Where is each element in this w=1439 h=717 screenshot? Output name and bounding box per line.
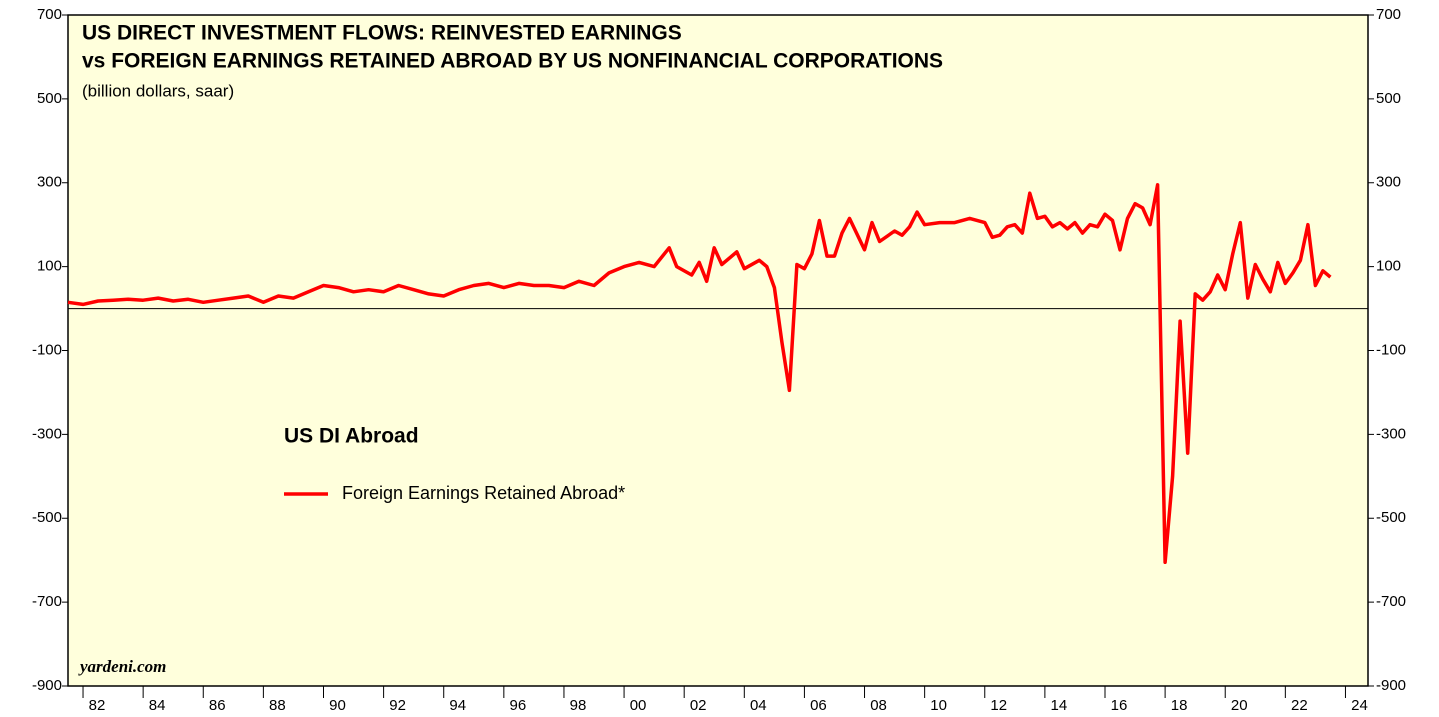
y-tick-label: -300 (32, 425, 62, 442)
x-tick-label: 82 (89, 697, 106, 714)
x-tick-label: 86 (209, 697, 226, 714)
y2-tick-label: 100 (1376, 258, 1401, 275)
x-tick-label: 98 (570, 697, 587, 714)
x-tick-label: 02 (690, 697, 707, 714)
x-tick-label: 84 (149, 697, 166, 714)
x-tick-label: 12 (990, 697, 1007, 714)
y-tick-label: 100 (37, 258, 62, 275)
legend-title: US DI Abroad (284, 425, 419, 448)
y2-tick-label: -900 (1376, 677, 1406, 694)
x-tick-label: 94 (449, 697, 466, 714)
x-tick-label: 92 (389, 697, 406, 714)
x-tick-label: 22 (1291, 697, 1308, 714)
plot-area (67, 14, 1369, 687)
y2-tick-label: -300 (1376, 425, 1406, 442)
y2-tick-label: -700 (1376, 593, 1406, 610)
y-tick-label: 700 (37, 6, 62, 23)
y2-tick-label: 700 (1376, 6, 1401, 23)
y-tick-label: -900 (32, 677, 62, 694)
y2-tick-label: 300 (1376, 174, 1401, 191)
y-tick-label: -500 (32, 509, 62, 526)
x-tick-label: 04 (750, 697, 767, 714)
x-tick-label: 06 (810, 697, 827, 714)
x-tick-label: 14 (1051, 697, 1068, 714)
y2-tick-label: -500 (1376, 509, 1406, 526)
chart-title: US DIRECT INVESTMENT FLOWS: REINVESTED E… (82, 22, 682, 45)
x-tick-label: 16 (1111, 697, 1128, 714)
x-tick-label: 24 (1351, 697, 1368, 714)
x-tick-label: 96 (509, 697, 526, 714)
chart-subtitle: (billion dollars, saar) (82, 81, 234, 100)
y2-tick-label: 500 (1376, 90, 1401, 107)
legend-label: Foreign Earnings Retained Abroad* (342, 483, 625, 503)
y-tick-label: -700 (32, 593, 62, 610)
x-tick-label: 00 (630, 697, 647, 714)
y2-tick-label: -100 (1376, 341, 1406, 358)
y-tick-label: -100 (32, 341, 62, 358)
y-tick-label: 500 (37, 90, 62, 107)
x-tick-label: 90 (329, 697, 346, 714)
annotation: yardeni.com (78, 657, 166, 676)
x-tick-label: 10 (930, 697, 947, 714)
x-tick-label: 20 (1231, 697, 1248, 714)
series-line (67, 183, 1332, 565)
x-tick-label: 88 (269, 697, 286, 714)
x-tick-label: 08 (870, 697, 887, 714)
chart-title-line2: vs FOREIGN EARNINGS RETAINED ABROAD BY U… (82, 50, 943, 73)
x-tick-label: 18 (1171, 697, 1188, 714)
y-tick-label: 300 (37, 174, 62, 191)
